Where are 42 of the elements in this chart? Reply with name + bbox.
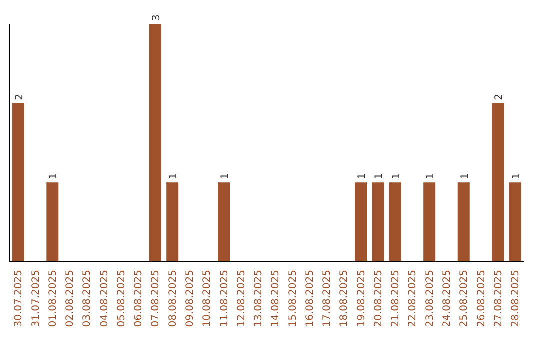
- data-label: 1: [220, 173, 231, 180]
- x-tick-label: 26.08.2025: [476, 270, 488, 328]
- x-tick-label: 04.08.2025: [99, 270, 110, 328]
- x-tick-label: 27.08.2025: [493, 270, 504, 328]
- x-tick-label: 08.08.2025: [168, 270, 179, 328]
- x-tick-label: 25.08.2025: [459, 270, 470, 328]
- x-tick-label: 31.07.2025: [30, 270, 42, 328]
- x-tick-label: 01.08.2025: [48, 270, 59, 328]
- data-label: 2: [14, 94, 26, 100]
- x-tick-label: 14.08.2025: [270, 270, 282, 328]
- data-label: 3: [151, 14, 162, 21]
- x-tick-label: 19.08.2025: [356, 270, 368, 328]
- x-tick-label: 05.08.2025: [116, 270, 128, 328]
- x-tick-label: 12.08.2025: [236, 270, 248, 328]
- x-tick-label: 03.08.2025: [82, 270, 94, 328]
- x-tick-label: 09.08.2025: [185, 270, 196, 328]
- x-tick-label: 10.08.2025: [202, 270, 214, 328]
- data-label: 2: [494, 94, 506, 100]
- data-label: 1: [391, 173, 402, 180]
- x-tick-label: 06.08.2025: [134, 270, 145, 328]
- data-label: 1: [460, 173, 471, 180]
- data-label: 1: [168, 173, 180, 180]
- data-label: 1: [48, 173, 60, 180]
- x-tick-label: 20.08.2025: [373, 270, 384, 328]
- x-tick-label: 18.08.2025: [339, 270, 350, 328]
- x-tick-label: 17.08.2025: [322, 270, 334, 328]
- data-label: 1: [511, 173, 522, 180]
- x-tick-label: 11.08.2025: [219, 270, 230, 328]
- data-label: 1: [426, 173, 437, 180]
- data-label: 1: [374, 173, 386, 180]
- data-label: 1: [357, 173, 368, 180]
- x-tick-label: 13.08.2025: [254, 270, 265, 328]
- x-tick-label: 15.08.2025: [288, 270, 299, 328]
- x-tick-label: 07.08.2025: [150, 270, 162, 328]
- x-tick-label: 30.07.2025: [14, 270, 25, 328]
- x-tick-label: 02.08.2025: [65, 270, 76, 328]
- x-tick-label: 24.08.2025: [442, 270, 453, 328]
- x-tick-label: 16.08.2025: [304, 270, 316, 328]
- x-tick-label: 28.08.2025: [510, 270, 522, 328]
- x-tick-label: 22.08.2025: [408, 270, 419, 328]
- x-tick-label: 23.08.2025: [424, 270, 436, 328]
- x-tick-label: 21.08.2025: [390, 270, 402, 328]
